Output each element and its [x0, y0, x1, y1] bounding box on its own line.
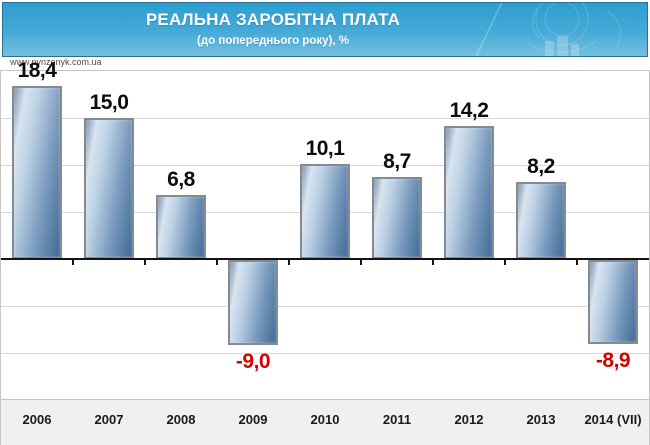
axis-tick: [72, 260, 74, 265]
axis-tick: [576, 260, 578, 265]
bar-2012: [444, 125, 494, 259]
axis-tick: [432, 260, 434, 265]
bar-value-label: 6,8: [167, 168, 195, 192]
bar-2006: [12, 86, 62, 259]
axis-tick: [216, 260, 218, 265]
x-tick-label-2009: 2009: [238, 412, 268, 427]
zero-axis-line: [1, 258, 649, 260]
axis-tick: [360, 260, 362, 265]
gridline: [1, 353, 649, 354]
bar-2011: [372, 177, 422, 259]
watermark-url: www.pynzenyk.com.ua: [10, 57, 102, 67]
gridline: [1, 118, 649, 119]
chart-subtitle: (до попереднього року), %: [197, 35, 349, 47]
bar-value-label: -8,9: [595, 348, 631, 372]
x-tick-label-2006: 2006: [22, 412, 52, 427]
axis-tick: [288, 260, 290, 265]
axis-tick: [504, 260, 506, 265]
axis-tick: [144, 260, 146, 265]
bar-value-label: 8,7: [383, 150, 411, 174]
bar-value-label: 14,2: [449, 98, 489, 122]
bar-2007: [84, 118, 134, 259]
x-axis-strip: 2006 2007 2008 2009 2010 2011 2012 2013 2014 (VI…: [0, 399, 650, 445]
x-tick-label-2010: 2010: [310, 412, 340, 427]
x-tick-label-2013: 2013: [526, 412, 556, 427]
x-tick-label-2008: 2008: [166, 412, 196, 427]
decorative-swirl-ornament: [475, 3, 622, 56]
bar-2010: [300, 164, 350, 259]
chart-header-banner: РЕАЛЬНА ЗАРОБІТНА ПЛАТА (до попереднього…: [2, 2, 648, 57]
bar-2014 (VII): [588, 260, 638, 344]
gridline: [1, 306, 649, 307]
bar-value-label: 15,0: [89, 91, 129, 114]
x-tick-label-2012: 2012: [454, 412, 484, 427]
bar-value-label: 18,4: [17, 59, 57, 83]
x-tick-label-2014 (VII): 2014 (VII): [584, 412, 642, 427]
chart-title: РЕАЛЬНА ЗАРОБІТНА ПЛАТА: [145, 10, 401, 29]
x-tick-label-2007: 2007: [94, 412, 124, 427]
bar-value-label: 10,1: [305, 137, 345, 161]
plot-area: 18,4 15,0 6,8 -9,0 10,1 8,7 14,2 8,2 -8,9: [0, 59, 650, 400]
bar-value-label: 8,2: [527, 154, 555, 178]
bar-2009: [228, 260, 278, 345]
bar-2008: [156, 195, 206, 259]
bar-2013: [516, 181, 566, 259]
x-tick-label-2011: 2011: [382, 412, 412, 427]
bar-value-label: -9,0: [235, 349, 271, 373]
